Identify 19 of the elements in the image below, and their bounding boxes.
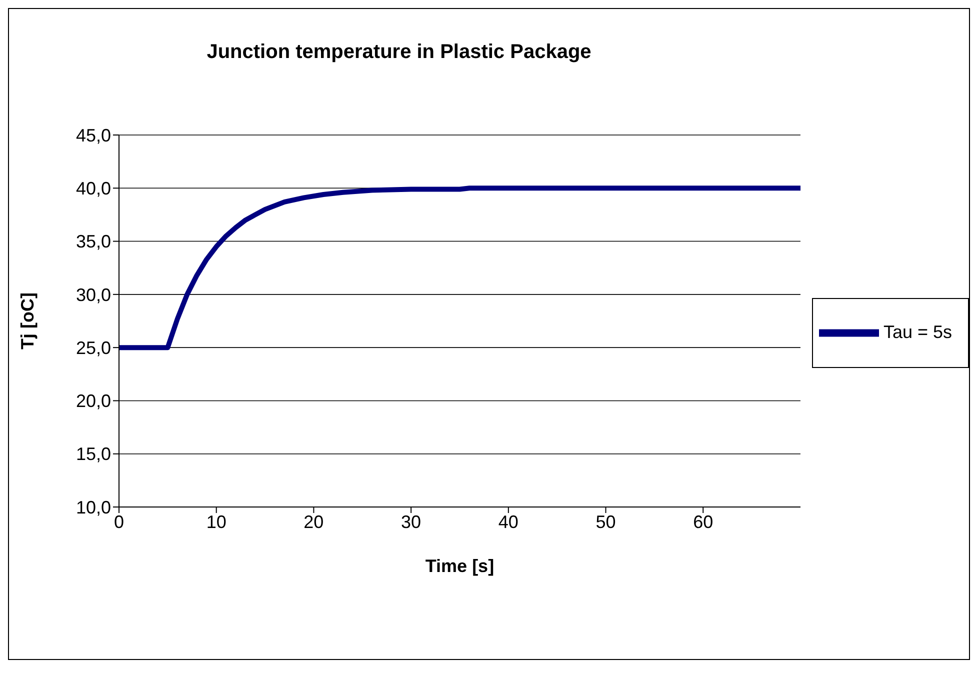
y-tick-label: 25,0 bbox=[76, 338, 111, 358]
x-tick-label: 40 bbox=[498, 512, 518, 532]
y-tick-label: 30,0 bbox=[76, 284, 111, 305]
x-tick-label: 0 bbox=[114, 512, 124, 532]
chart-title: Junction temperature in Plastic Package bbox=[206, 41, 592, 64]
x-tick-label: 60 bbox=[693, 512, 714, 532]
x-tick-label: 30 bbox=[401, 512, 422, 532]
x-tick-label: 10 bbox=[206, 512, 226, 532]
y-tick-label: 35,0 bbox=[76, 232, 111, 252]
x-axis-title: Time [s] bbox=[425, 556, 494, 576]
y-tick-label: 45,0 bbox=[76, 125, 111, 146]
y-tick-label: 20,0 bbox=[76, 391, 111, 412]
x-tick-label: 20 bbox=[304, 512, 324, 532]
y-tick-label: 10,0 bbox=[76, 497, 111, 518]
y-tick-label: 40,0 bbox=[76, 178, 111, 199]
y-tick-label: 15,0 bbox=[76, 444, 111, 464]
legend-label: Tau = 5s bbox=[883, 322, 952, 342]
x-tick-label: 50 bbox=[596, 512, 616, 532]
y-axis-title: Tj [oC] bbox=[17, 292, 38, 350]
